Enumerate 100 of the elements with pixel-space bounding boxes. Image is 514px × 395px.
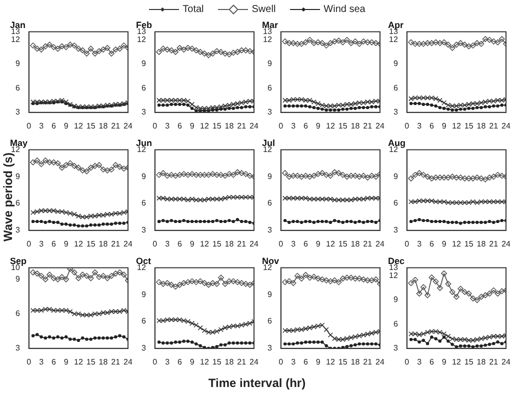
point xyxy=(420,198,426,204)
point xyxy=(96,162,102,168)
point xyxy=(42,158,48,164)
point xyxy=(116,46,123,52)
point xyxy=(442,331,447,336)
point xyxy=(88,214,94,219)
point xyxy=(201,280,208,286)
point xyxy=(299,327,304,332)
point xyxy=(332,169,338,176)
point xyxy=(55,308,60,313)
point xyxy=(176,172,183,178)
y-tick-label: 13 xyxy=(388,263,398,272)
point xyxy=(230,323,236,329)
point xyxy=(310,40,317,46)
point xyxy=(302,272,309,278)
point xyxy=(282,98,288,103)
point xyxy=(286,40,292,46)
x-tick-label: 3 xyxy=(165,121,170,130)
point xyxy=(290,40,296,46)
point xyxy=(369,196,374,201)
point xyxy=(332,336,338,342)
x-tick-label: 6 xyxy=(51,239,56,248)
point xyxy=(168,317,174,322)
point xyxy=(80,167,86,174)
x-tick-label: 24 xyxy=(250,121,259,130)
point xyxy=(294,196,300,201)
point xyxy=(328,103,333,108)
point xyxy=(445,42,452,48)
point xyxy=(54,160,61,166)
point xyxy=(50,44,57,50)
point xyxy=(310,172,317,179)
point xyxy=(51,308,56,313)
point xyxy=(412,276,418,283)
point xyxy=(54,46,61,52)
point xyxy=(474,101,480,106)
chart-title: Feb xyxy=(136,20,153,30)
point xyxy=(173,98,178,103)
point xyxy=(482,199,488,204)
point xyxy=(336,197,342,202)
chart-title: Jun xyxy=(136,138,152,148)
point xyxy=(453,294,460,300)
point xyxy=(226,194,232,200)
point xyxy=(242,280,249,287)
point xyxy=(47,208,52,214)
point xyxy=(34,270,40,277)
point xyxy=(96,274,102,280)
point xyxy=(112,46,119,53)
point xyxy=(197,172,204,178)
point xyxy=(462,200,468,206)
point xyxy=(38,46,44,53)
legend-label: Wind sea xyxy=(324,4,366,15)
x-tick-label: 0 xyxy=(26,239,32,248)
point xyxy=(306,274,313,281)
point xyxy=(420,95,426,100)
point xyxy=(303,196,308,201)
point xyxy=(356,40,362,47)
chart-title: Dec xyxy=(388,256,405,266)
point xyxy=(30,42,36,48)
point xyxy=(336,170,342,176)
point xyxy=(340,336,346,342)
point xyxy=(206,330,212,335)
point xyxy=(416,95,422,100)
point xyxy=(294,172,300,179)
point xyxy=(315,276,322,282)
point xyxy=(71,162,78,169)
x-tick-label: 24 xyxy=(376,357,385,366)
point xyxy=(104,44,110,51)
x-tick-label: 15 xyxy=(338,121,348,130)
point xyxy=(420,284,426,290)
x-tick-label: 9 xyxy=(442,357,447,366)
point xyxy=(160,46,166,52)
y-tick-label: 9 xyxy=(15,59,20,68)
x-tick-label: 12 xyxy=(74,357,84,366)
point xyxy=(441,174,448,181)
x-tick-label: 15 xyxy=(86,239,96,248)
point xyxy=(494,290,501,297)
point xyxy=(372,276,379,282)
point xyxy=(498,288,505,294)
point xyxy=(214,280,220,287)
point xyxy=(449,44,456,51)
point xyxy=(319,276,326,282)
point xyxy=(416,290,422,297)
point xyxy=(104,212,110,217)
point xyxy=(226,170,232,177)
x-tick-label: 9 xyxy=(316,121,321,130)
point xyxy=(189,170,196,177)
point xyxy=(445,174,452,181)
point xyxy=(306,174,313,180)
point xyxy=(34,158,40,164)
point xyxy=(234,48,240,55)
y-tick-label: 6 xyxy=(15,198,20,208)
point xyxy=(458,337,464,342)
point xyxy=(491,334,496,339)
point xyxy=(316,323,321,329)
point xyxy=(42,306,48,312)
x-tick-label: 18 xyxy=(476,357,486,366)
x-tick-label: 24 xyxy=(124,239,133,248)
point xyxy=(185,98,190,104)
point xyxy=(189,278,196,284)
point xyxy=(442,199,447,204)
